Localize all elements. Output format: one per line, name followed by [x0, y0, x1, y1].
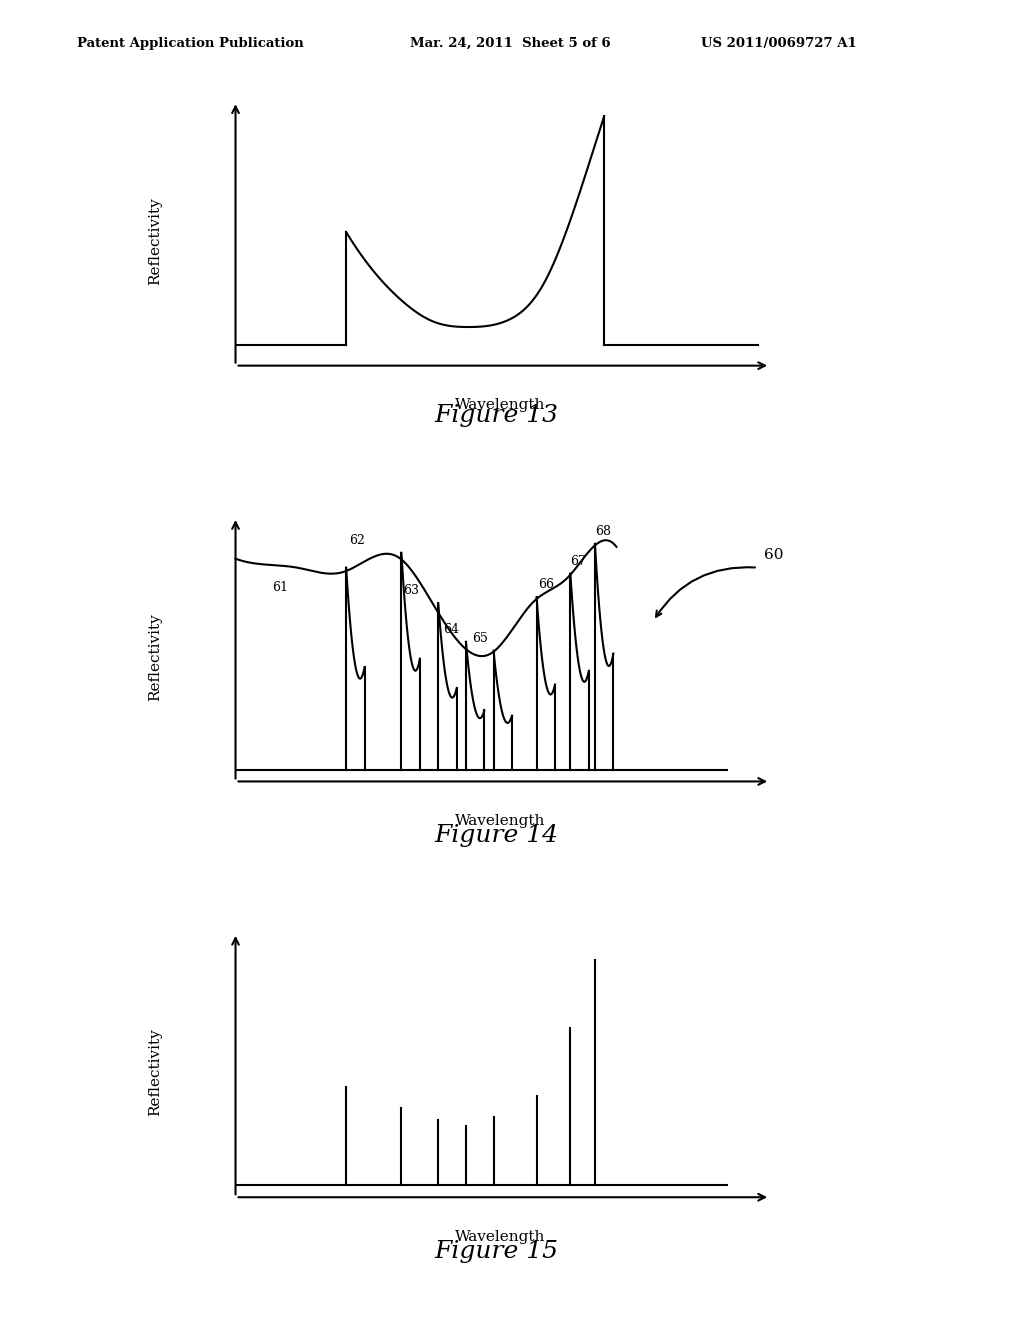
Text: US 2011/0069727 A1: US 2011/0069727 A1 [701, 37, 857, 50]
Text: 61: 61 [272, 581, 289, 594]
Text: Wavelength: Wavelength [455, 814, 545, 828]
Text: 68: 68 [595, 525, 611, 539]
Text: 64: 64 [443, 623, 459, 636]
Text: 63: 63 [403, 585, 419, 598]
Text: Wavelength: Wavelength [455, 399, 545, 412]
Text: Mar. 24, 2011  Sheet 5 of 6: Mar. 24, 2011 Sheet 5 of 6 [410, 37, 610, 50]
Text: Reflectivity: Reflectivity [148, 197, 163, 285]
Text: Patent Application Publication: Patent Application Publication [77, 37, 303, 50]
Text: 65: 65 [472, 632, 488, 645]
Text: Reflectivity: Reflectivity [148, 612, 163, 701]
Text: 66: 66 [539, 578, 554, 591]
Text: Figure 14: Figure 14 [434, 824, 559, 847]
Text: Wavelength: Wavelength [455, 1230, 545, 1243]
Text: Figure 15: Figure 15 [434, 1239, 559, 1263]
Text: 67: 67 [570, 554, 587, 568]
Text: Reflectivity: Reflectivity [148, 1028, 163, 1117]
Text: Figure 13: Figure 13 [434, 404, 559, 428]
Text: 60: 60 [764, 548, 783, 562]
Text: 62: 62 [349, 533, 366, 546]
